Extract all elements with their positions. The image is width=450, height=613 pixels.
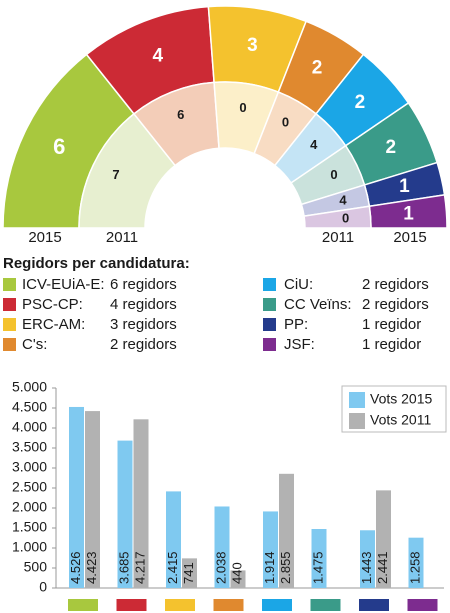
y-tick-label: 2.500 [12, 479, 47, 495]
legend-swatch [3, 338, 16, 351]
bar-value-label: 4.423 [84, 551, 99, 584]
category-swatch [359, 599, 389, 611]
legend-value: 2 regidors [110, 336, 177, 353]
legend-value: 1 regidor [362, 336, 421, 353]
y-tick-label: 2.000 [12, 499, 47, 515]
seat-label-2015: 2 [355, 92, 366, 113]
legend-value: 2 regidors [362, 276, 429, 293]
category-swatch [262, 599, 292, 611]
category-swatch [68, 599, 98, 611]
bar-value-label: 1.443 [359, 551, 374, 584]
bar [214, 506, 230, 588]
bar-value-label: 1.475 [310, 551, 325, 584]
legend-name: ERC-AM: [22, 316, 85, 333]
bar-value-label: 440 [229, 562, 244, 584]
bar [69, 406, 84, 588]
bar [311, 529, 327, 588]
y-tick-label: 4.000 [12, 419, 47, 435]
legend-swatch [263, 298, 276, 311]
y-tick-label: 1.500 [12, 519, 47, 535]
legend-name: C's: [22, 336, 47, 353]
bar [376, 490, 391, 588]
legend-value: 1 regidor [362, 316, 421, 333]
category-swatch [310, 599, 341, 611]
legend-name: PSC-CP: [22, 296, 83, 313]
legend-swatch [3, 278, 16, 291]
legend-name: CiU: [284, 276, 313, 293]
legend-swatch [349, 413, 365, 429]
seat-label-2011: 0 [282, 115, 289, 130]
legend-name: JSF: [284, 336, 315, 353]
bar [263, 511, 278, 588]
ring-year-label: 2015 [28, 229, 61, 246]
bar [117, 440, 133, 588]
seat-label-2015: 3 [247, 35, 258, 56]
legend-name: PP: [284, 316, 308, 333]
y-tick-label: 0 [39, 579, 47, 595]
bar [279, 473, 294, 588]
bar [133, 419, 149, 588]
seat-label-2015: 1 [403, 203, 414, 224]
bar-value-label: 1.258 [407, 551, 422, 584]
y-tick-label: 4.500 [12, 399, 47, 415]
bar [360, 530, 375, 588]
legend-value: 4 regidors [110, 296, 177, 313]
bar-value-label: 741 [181, 562, 196, 584]
bar-value-label: 2.441 [375, 551, 390, 584]
bar [182, 558, 197, 588]
bar-value-label: 1.914 [262, 551, 277, 584]
seat-label-2011: 0 [330, 167, 337, 182]
ring-year-label: 2011 [322, 229, 354, 246]
legend-swatch [349, 392, 365, 408]
seat-label-2015: 2 [312, 58, 323, 79]
seat-label-2015: 6 [53, 134, 65, 159]
y-tick-label: 3.000 [12, 459, 47, 475]
seat-label-2015: 1 [399, 176, 410, 197]
legend-name: CC Veïns: [284, 296, 352, 313]
legend-title: Regidors per candidatura: [3, 255, 190, 272]
bar-value-label: 4.217 [132, 551, 147, 584]
bar [408, 537, 424, 588]
legend-value: 3 regidors [110, 316, 177, 333]
y-tick-label: 500 [24, 559, 48, 575]
category-swatch [116, 599, 147, 611]
category-swatch [213, 599, 244, 611]
seat-label-2011: 0 [342, 210, 349, 225]
ring-year-label: 2015 [393, 229, 426, 246]
y-tick-label: 3.500 [12, 439, 47, 455]
legend-swatch [263, 278, 276, 291]
bar-value-label: 4.526 [68, 551, 83, 584]
category-swatch [165, 599, 195, 611]
seat-segment-2011 [303, 205, 372, 229]
seat-label-2011: 7 [112, 167, 119, 182]
seat-label-2011: 4 [310, 137, 318, 152]
legend-swatch [263, 338, 276, 351]
legend-swatch [3, 298, 16, 311]
y-tick-label: 5.000 [12, 379, 47, 395]
bar-value-label: 3.685 [116, 551, 131, 584]
seat-label-2011: 6 [177, 107, 184, 122]
bar [85, 411, 100, 588]
legend-value: 2 regidors [362, 296, 429, 313]
legend-name: ICV-EUiA-E: [22, 276, 105, 293]
bar-value-label: 2.855 [278, 551, 293, 584]
bar [166, 491, 181, 588]
y-tick-label: 1.000 [12, 539, 47, 555]
seat-label-2015: 4 [152, 46, 163, 67]
legend-label: Vots 2011 [370, 412, 431, 428]
bar [230, 570, 246, 588]
category-swatch [407, 599, 438, 611]
bar-value-label: 2.415 [165, 551, 180, 584]
legend-value: 6 regidors [110, 276, 177, 293]
seat-label-2015: 2 [385, 137, 396, 158]
legend-swatch [263, 318, 276, 331]
bar-value-label: 2.038 [213, 551, 228, 584]
ring-year-label: 2011 [106, 229, 138, 246]
seat-label-2011: 4 [339, 193, 347, 208]
seat-label-2011: 0 [239, 100, 246, 115]
legend-label: Vots 2015 [370, 391, 432, 407]
legend-swatch [3, 318, 16, 331]
